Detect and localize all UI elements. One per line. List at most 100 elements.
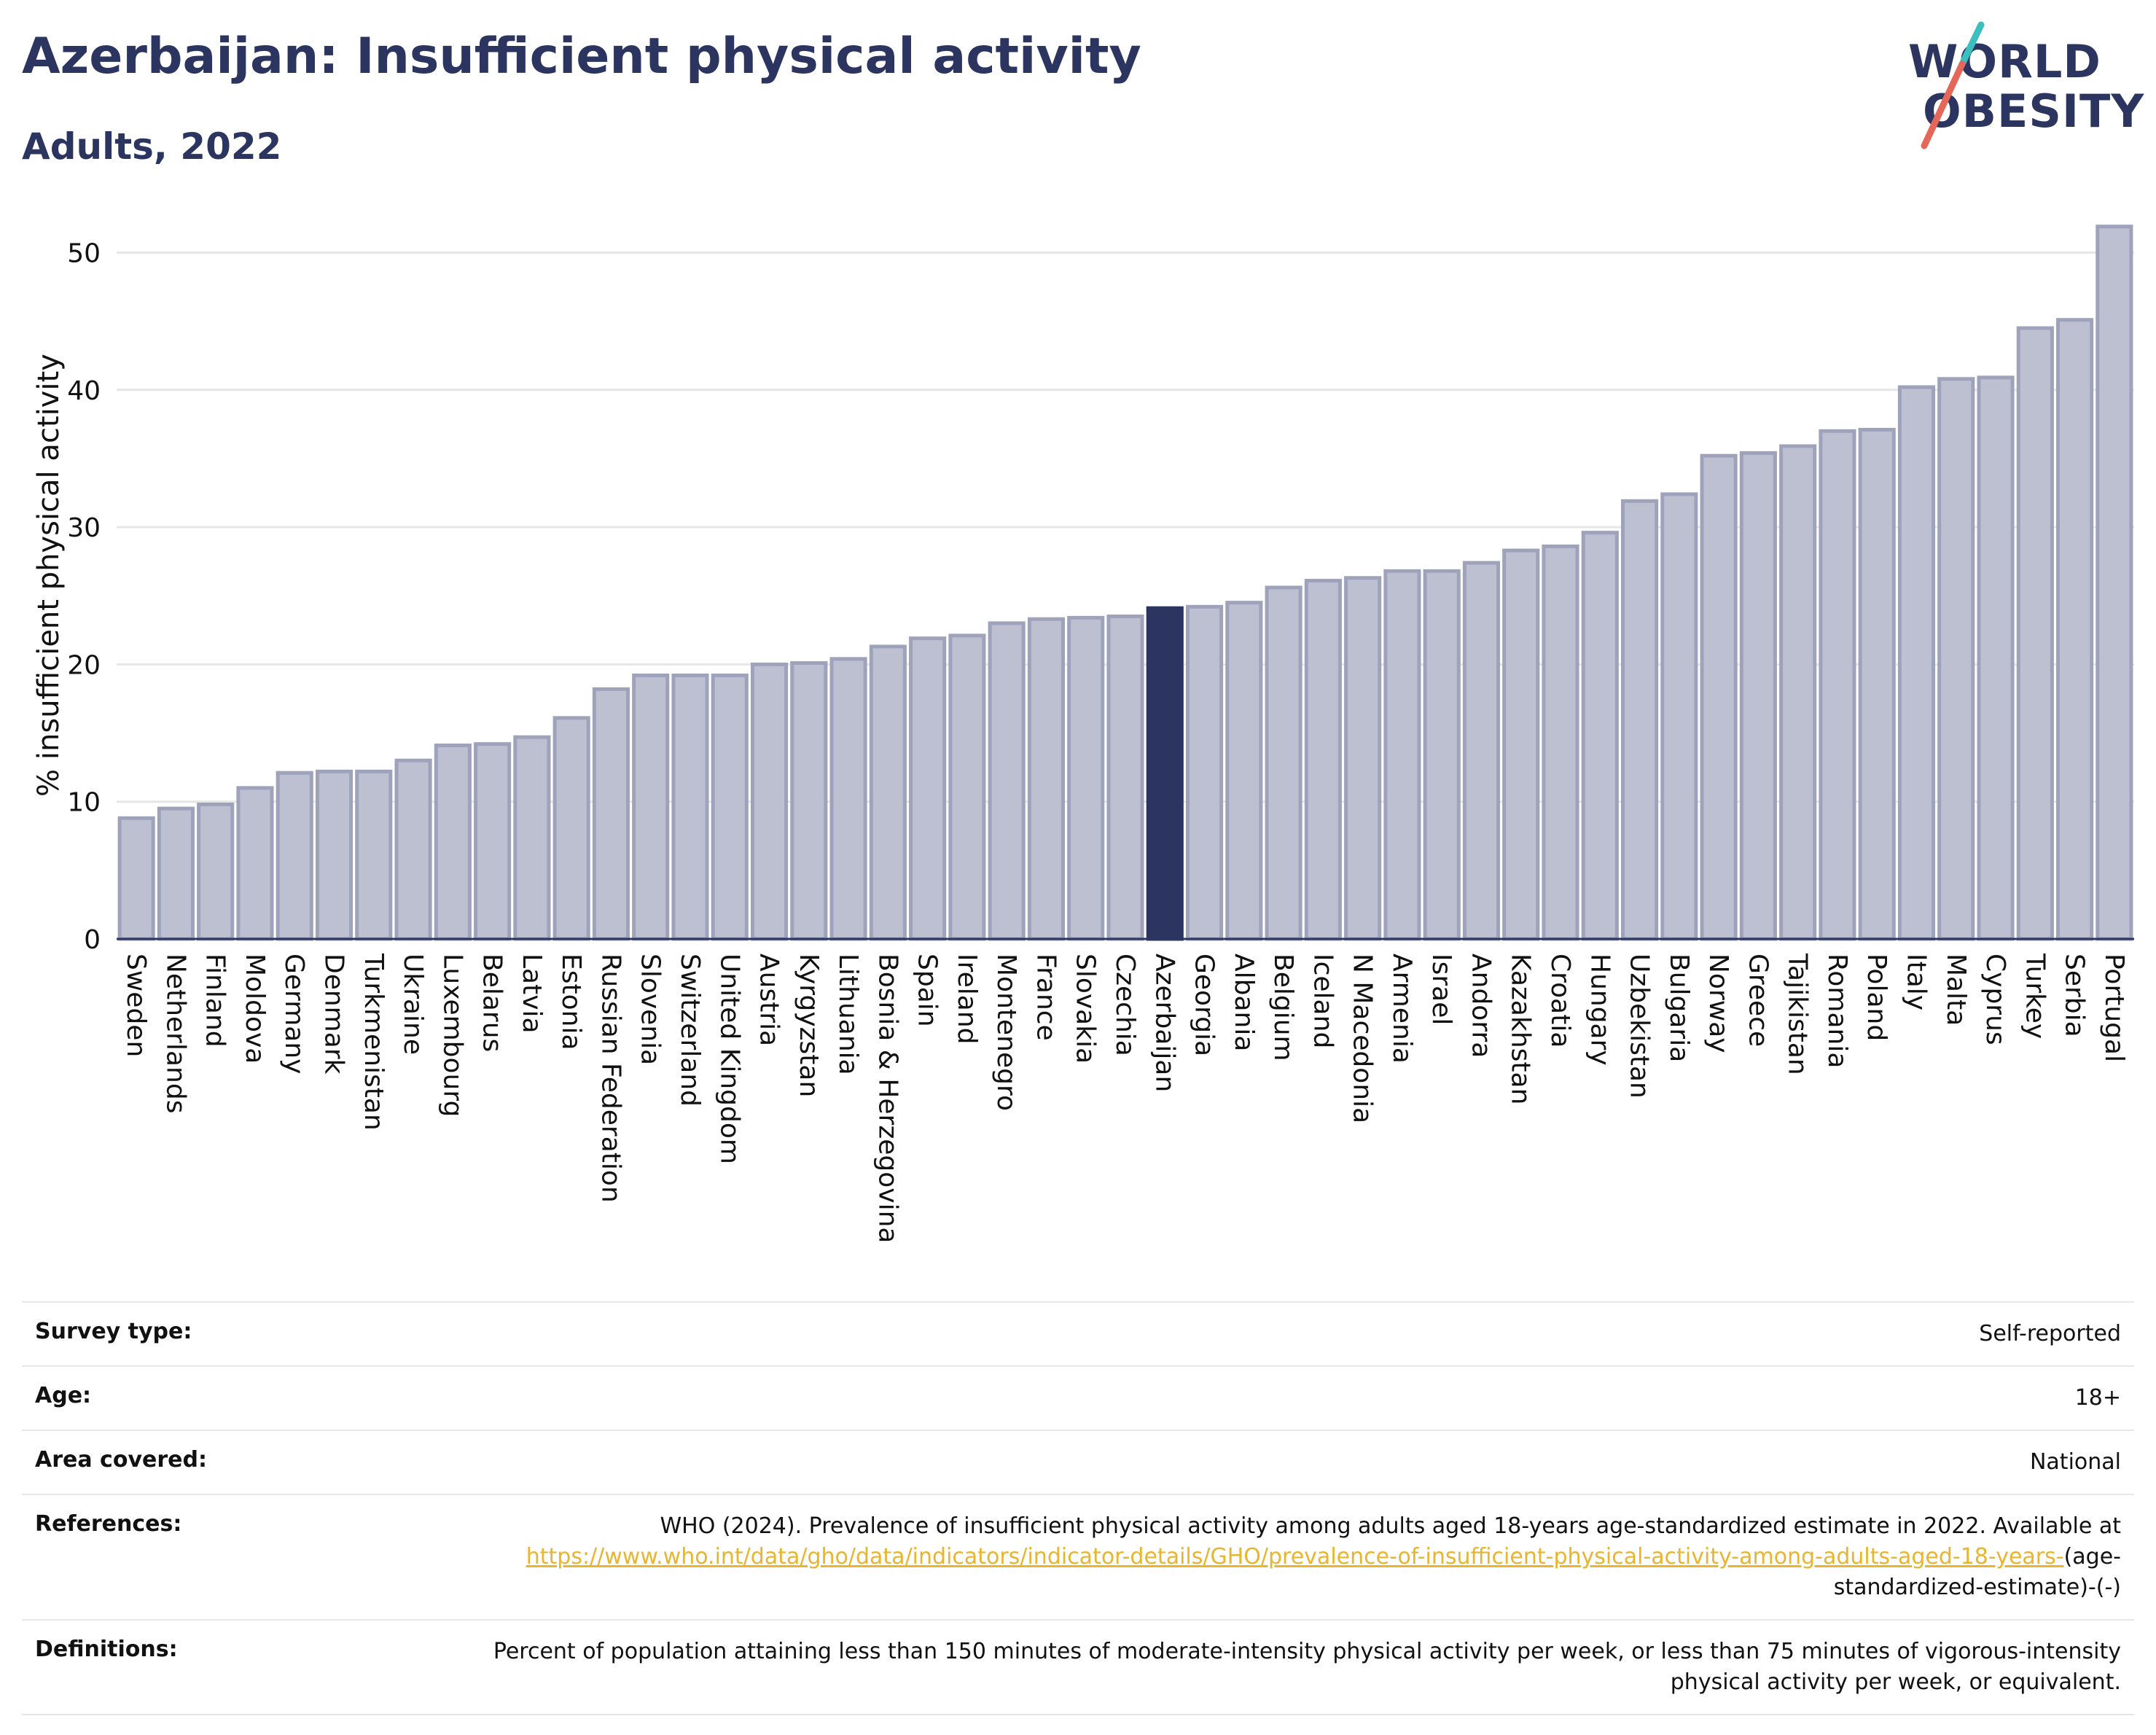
x-tick-label: Slovakia (1071, 954, 1101, 1064)
references-suffix: (age-standardized-estimate)-(-) (1833, 1544, 2121, 1600)
bar-belgium (1265, 585, 1302, 941)
bar-hungary (1581, 531, 1619, 941)
y-tick-label: 0 (84, 925, 101, 955)
x-tick-label: Iceland (1308, 954, 1337, 1048)
age-label: Age: (35, 1383, 92, 1408)
bar-germany (276, 771, 313, 941)
x-tick-label: Sweden (121, 954, 151, 1057)
x-tick-label: Kyrgyzstan (794, 954, 824, 1097)
bar-andorra (1462, 561, 1501, 941)
x-tick-label: United Kingdom (714, 954, 744, 1164)
survey-type-label: Survey type: (35, 1319, 192, 1344)
x-tick-label: Bulgaria (1664, 954, 1694, 1062)
bar-n-macedonia (1344, 576, 1382, 941)
x-tick-label: Croatia (1545, 954, 1575, 1048)
bar-denmark (315, 769, 354, 941)
x-tick-label: Luxembourg (437, 954, 467, 1117)
axes: 0 10 20 30 40 50 (67, 238, 2134, 955)
world-obesity-logo: WORLD OBESITY (1895, 20, 2144, 152)
x-tick-label: Armenia (1387, 954, 1417, 1064)
x-tick-label: Switzerland (675, 954, 705, 1107)
references-text: WHO (2024). Prevalence of insufficient p… (660, 1513, 2121, 1539)
area-value: National (2029, 1449, 2121, 1475)
bar-moldova (236, 786, 274, 941)
logo-text-world: WORLD (1908, 35, 2101, 88)
x-tick-label: Tajikistan (1783, 953, 1813, 1075)
bar-poland (1858, 427, 1896, 941)
info-table: Survey type: Self-reported Age: 18+ Area… (22, 1301, 2134, 1715)
bar-czechia (1106, 614, 1144, 941)
x-tick-label: Romania (1822, 954, 1852, 1068)
bar-bulgaria (1660, 492, 1698, 941)
bar-netherlands (157, 806, 195, 941)
survey-type-value: Self-reported (1979, 1321, 2121, 1346)
x-tick-label: Poland (1862, 954, 1891, 1041)
x-tick-label: Belarus (477, 954, 507, 1052)
bar-turkmenistan (355, 769, 393, 941)
bar-spain (909, 636, 947, 941)
bar-ukraine (394, 758, 432, 941)
info-row-references: References: WHO (2024). Prevalence of in… (22, 1494, 2134, 1620)
info-row-area: Area covered: National (22, 1430, 2134, 1494)
bar-turkey (2016, 326, 2054, 941)
x-tick-label: Cyprus (1980, 954, 2010, 1045)
bar-uzbekistan (1621, 499, 1659, 941)
chart-title: Azerbaijan: Insufficient physical activi… (22, 28, 1141, 85)
bars (117, 225, 2133, 941)
bar-belarus (474, 742, 512, 941)
x-tick-label: Italy (1901, 954, 1931, 1010)
bar-slovenia (632, 673, 670, 941)
x-tick-label: Germany (279, 954, 309, 1074)
x-tick-label: Moldova (240, 954, 270, 1064)
x-tick-label: Uzbekistan (1625, 954, 1655, 1099)
bar-croatia (1542, 544, 1579, 941)
x-tick-label: Czechia (1110, 954, 1140, 1056)
x-tick-label: Belgium (1268, 954, 1298, 1061)
bar-israel (1423, 569, 1461, 941)
x-tick-label: Russian Federation (595, 954, 625, 1203)
bar-bosnia-herzegovina (869, 644, 907, 941)
logo-text-obesity: OBESITY (1923, 85, 2145, 138)
bar-ireland (948, 633, 986, 941)
bar-cyprus (1977, 375, 2015, 941)
bar-albania (1225, 601, 1263, 941)
x-tick-label: Ireland (952, 954, 982, 1045)
bar-slovakia (1067, 615, 1105, 941)
x-tick-label: Netherlands (160, 954, 190, 1113)
logo-slash-icon (1921, 21, 1985, 149)
x-tick-label: Malta (1941, 954, 1971, 1026)
bar-lithuania (829, 657, 867, 941)
bar-chart: 0 10 20 30 40 50 Sweden Netherlands Finland Mold… (32, 225, 2134, 1243)
x-tick-label: Spain (913, 954, 942, 1027)
y-tick-label: 20 (67, 650, 101, 680)
references-value: WHO (2024). Prevalence of insufficient p… (456, 1494, 2134, 1620)
bar-switzerland (671, 673, 709, 941)
x-tick-label: Estonia (556, 954, 586, 1050)
bar-sweden (117, 816, 155, 941)
y-axis-label: % insufficient physical activity (32, 354, 66, 797)
info-row-survey-type: Survey type: Self-reported (22, 1302, 2134, 1366)
y-tick-label: 30 (67, 513, 101, 543)
x-tick-label: Montenegro (991, 954, 1021, 1111)
bar-russian-federation (592, 687, 630, 941)
x-tick-label: Bosnia & Herzegovina (872, 954, 902, 1243)
x-tick-label: Lithuania (833, 954, 863, 1075)
x-tick-label: France (1031, 954, 1061, 1041)
x-tick-label: Serbia (2060, 954, 2090, 1037)
x-tick-label: Turkmenistan (359, 953, 388, 1131)
x-tick-label: Kazakhstan (1506, 954, 1536, 1104)
x-tick-label: Slovenia (636, 954, 665, 1065)
references-link[interactable]: https://www.who.int/data/gho/data/indica… (526, 1544, 2064, 1570)
bar-armenia (1383, 569, 1421, 941)
x-tick-label: N Macedonia (1348, 954, 1378, 1123)
references-label: References: (35, 1511, 182, 1537)
y-tick-label: 40 (67, 376, 101, 406)
y-tick-label: 50 (67, 238, 101, 268)
x-tick-label: Turkey (2020, 953, 2050, 1039)
x-tick-label: Georgia (1190, 954, 1219, 1056)
info-row-definitions: Definitions: Percent of population attai… (22, 1620, 2134, 1715)
bar-norway (1700, 453, 1738, 941)
bar-luxembourg (434, 743, 472, 941)
x-tick-label: Andorra (1466, 954, 1496, 1058)
bar-kazakhstan (1502, 548, 1540, 941)
